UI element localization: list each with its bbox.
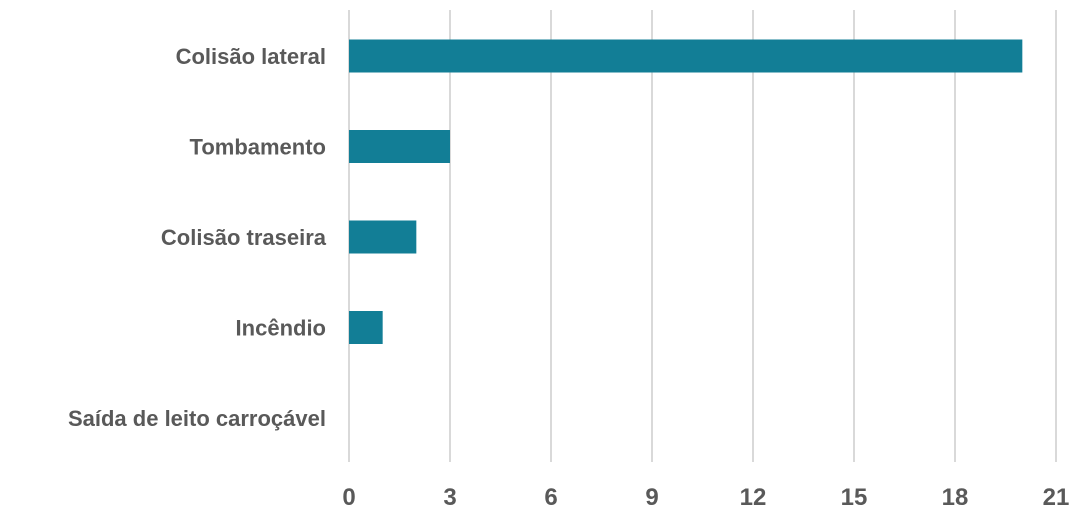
- bar: [349, 130, 450, 163]
- bar: [349, 220, 417, 254]
- gridlines: [348, 10, 1057, 462]
- x-tick-label: 12: [740, 484, 767, 509]
- x-tick-label: 0: [342, 484, 355, 509]
- bar: [349, 311, 383, 344]
- category-label: Tombamento: [190, 135, 326, 160]
- x-tick-label: 18: [942, 484, 969, 509]
- x-tick-label: 3: [443, 484, 456, 509]
- category-label: Incêndio: [236, 316, 326, 341]
- x-tick-label: 15: [841, 484, 868, 509]
- x-tick-label: 9: [645, 484, 658, 509]
- category-labels: Colisão lateral Tombamento Colisão traseir…: [68, 44, 327, 431]
- category-label: Saída de leito carroçável: [68, 406, 326, 431]
- x-tick-labels: 0 3 6 9 12 15 18 21: [342, 484, 1069, 509]
- x-tick-label: 21: [1043, 484, 1070, 509]
- x-tick-label: 6: [544, 484, 557, 509]
- bars: [349, 39, 1023, 344]
- category-label: Colisão lateral: [176, 44, 326, 69]
- category-label: Colisão traseira: [161, 225, 327, 250]
- bar: [349, 39, 1023, 73]
